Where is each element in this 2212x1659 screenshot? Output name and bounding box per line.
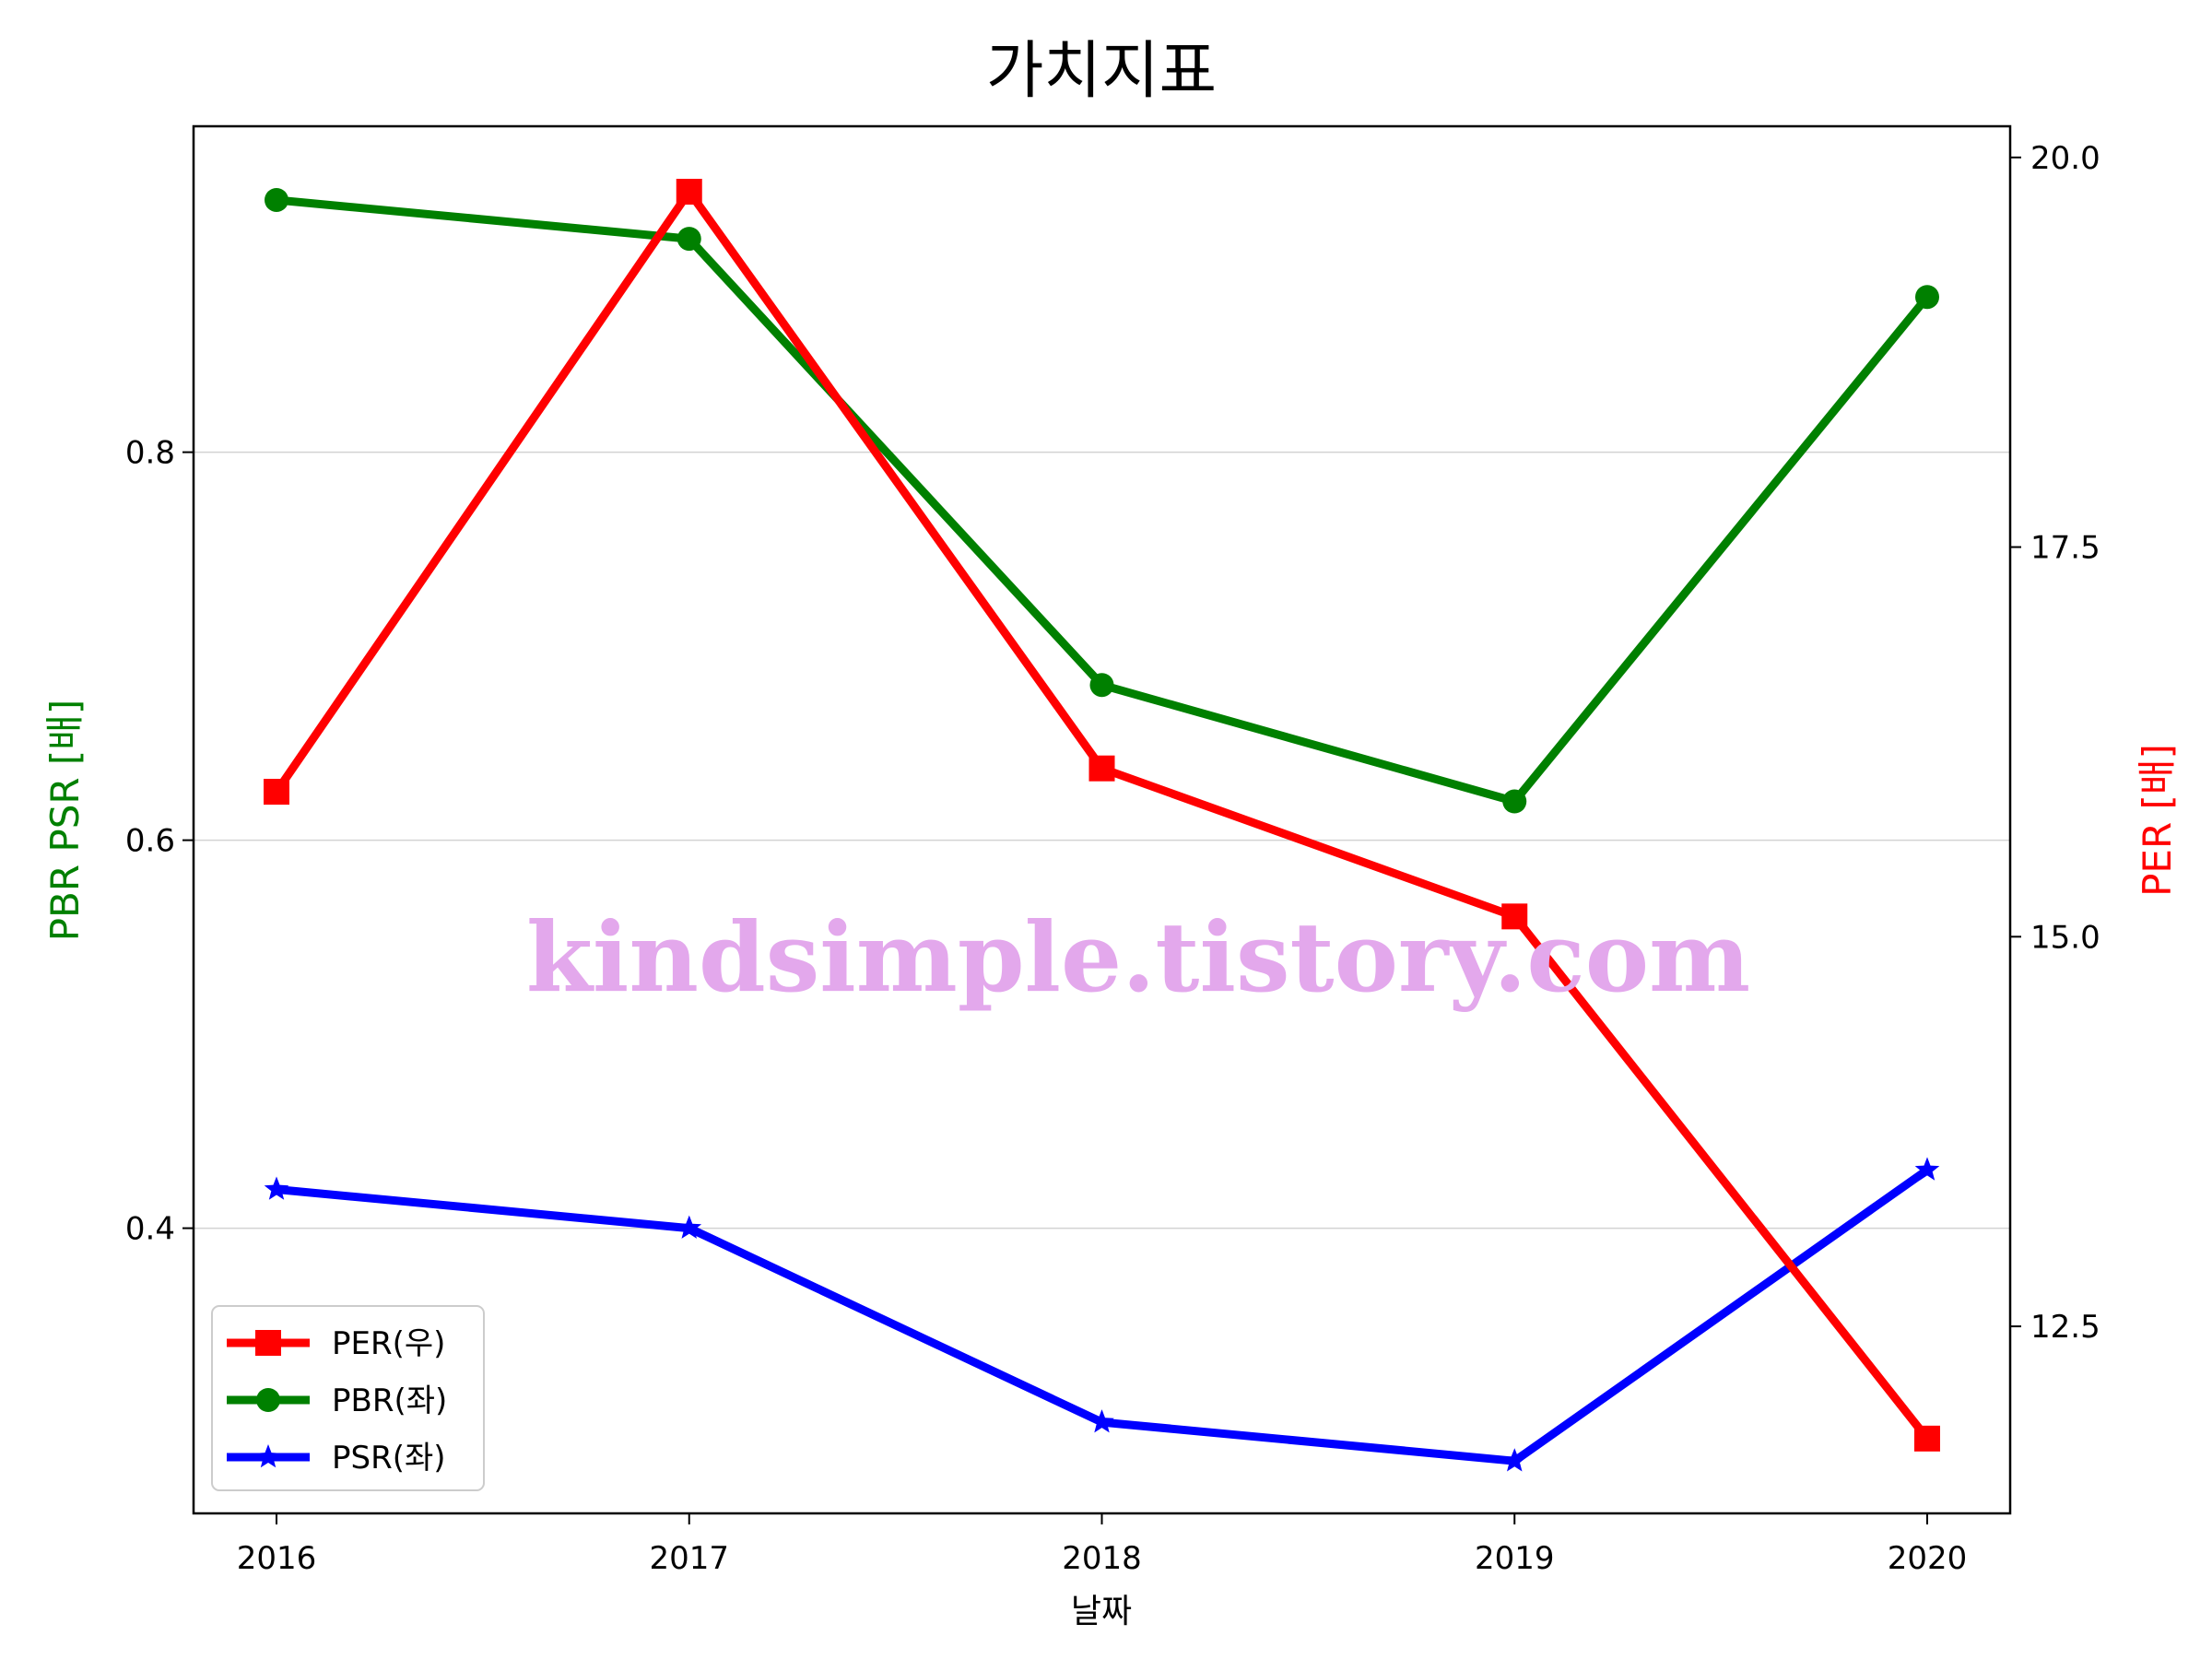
pbr-data-point	[1502, 789, 1527, 814]
series-layer	[264, 179, 1940, 1472]
y-left-tick-label: 0.4	[125, 1211, 175, 1248]
y-left-tick-label: 0.8	[125, 435, 175, 472]
pbr-data-point	[265, 187, 288, 212]
chart-title: 가치지표	[986, 35, 1217, 108]
axes: 2016 2017 2018 2019 2020 0.4 0.6 0.8 12.5 15.0 17.…	[125, 140, 2100, 1577]
x-tick-label: 2017	[649, 1540, 729, 1577]
x-tick-label: 2019	[1475, 1540, 1555, 1577]
psr-data-point	[1501, 1448, 1527, 1472]
x-tick-label: 2020	[1888, 1540, 1968, 1577]
pbr-data-point	[1915, 285, 1939, 310]
psr-data-point	[677, 1215, 702, 1239]
watermark-text: kindsimple.tistory.com	[526, 900, 1750, 1014]
legend-pbr-marker	[256, 1388, 280, 1412]
legend-per-marker	[255, 1330, 281, 1356]
y-right-tick-label: 17.5	[2030, 530, 2100, 567]
per-data-point	[1501, 903, 1528, 930]
x-axis-label: 날짜	[1071, 1593, 1132, 1630]
per-data-point	[1914, 1425, 1940, 1452]
y-axis-right-label: PER [배]	[2135, 744, 2180, 897]
y-right-tick-label: 15.0	[2030, 919, 2100, 956]
legend-psr-label: PSR(좌)	[332, 1440, 446, 1477]
legend: PER(우) PBR(좌) PSR(좌)	[211, 1305, 485, 1491]
y-right-tick-label: 20.0	[2030, 140, 2100, 177]
y-left-tick-label: 0.6	[125, 823, 175, 860]
x-tick-label: 2018	[1062, 1540, 1142, 1577]
pbr-data-point	[1089, 673, 1114, 698]
pbr-data-point	[677, 227, 701, 252]
legend-per-label: PER(우)	[332, 1325, 445, 1362]
y-right-tick-label: 12.5	[2030, 1309, 2100, 1346]
psr-data-point	[1089, 1409, 1114, 1433]
grid-lines	[194, 451, 2010, 1230]
legend-psr-marker	[255, 1444, 281, 1468]
psr-data-point	[1914, 1157, 1940, 1181]
psr-data-point	[264, 1176, 289, 1200]
per-data-point	[1088, 755, 1115, 782]
x-tick-label: 2016	[237, 1540, 317, 1577]
per-data-point	[676, 179, 702, 206]
legend-pbr-label: PBR(좌)	[332, 1382, 447, 1419]
per-data-point	[264, 779, 289, 806]
y-axis-left-label: PBR PSR [배]	[42, 700, 88, 942]
